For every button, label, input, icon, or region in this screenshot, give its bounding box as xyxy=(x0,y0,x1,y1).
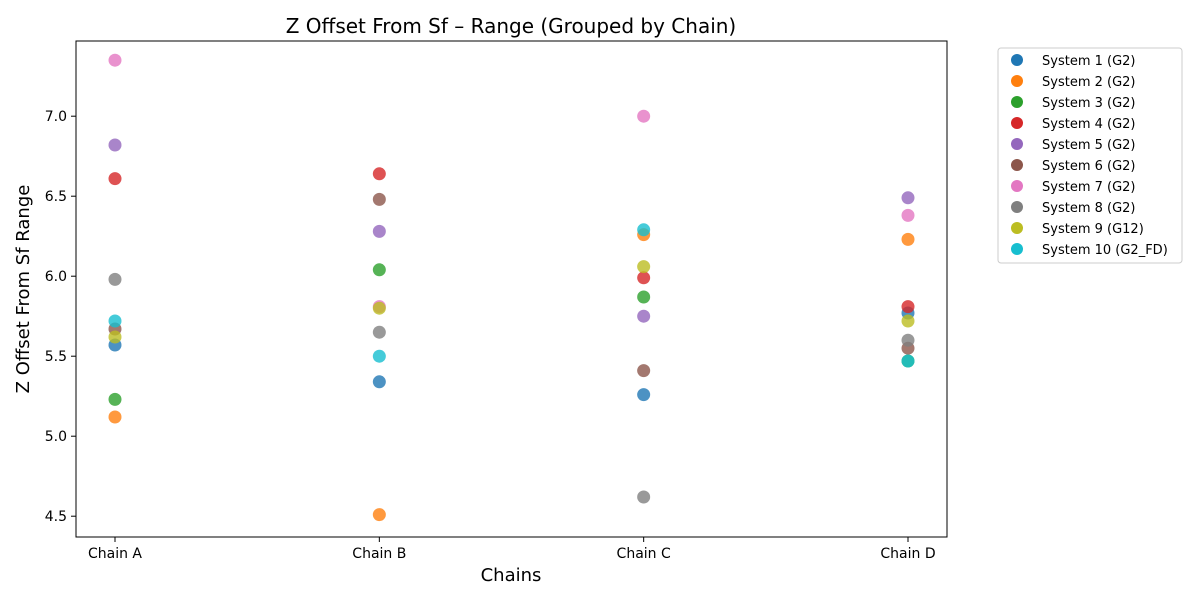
data-point xyxy=(108,172,122,186)
legend-marker xyxy=(1011,96,1023,108)
y-tick-label: 5.0 xyxy=(45,429,67,445)
legend-label: System 10 (G2_FD) xyxy=(1042,243,1168,258)
legend-label: System 9 (G12) xyxy=(1042,222,1144,237)
legend-marker xyxy=(1011,138,1023,150)
data-point xyxy=(901,314,915,328)
data-point xyxy=(901,208,915,222)
data-point xyxy=(108,53,122,67)
legend-marker xyxy=(1011,75,1023,87)
legend-marker xyxy=(1011,180,1023,192)
legend-label: System 5 (G2) xyxy=(1042,138,1136,153)
y-tick-label: 6.0 xyxy=(45,269,67,285)
plot-area xyxy=(108,53,915,522)
legend: System 1 (G2) System 2 (G2) System 3 (G2) S… xyxy=(997,47,1183,264)
data-point xyxy=(372,508,386,522)
data-point xyxy=(637,223,651,237)
data-point xyxy=(637,271,651,285)
legend-marker xyxy=(1011,201,1023,213)
data-point xyxy=(637,388,651,402)
data-point xyxy=(637,490,651,504)
data-point xyxy=(108,314,122,328)
x-tick-label: Chain C xyxy=(617,546,671,562)
data-point xyxy=(901,232,915,246)
y-tick-label: 6.5 xyxy=(45,189,67,205)
data-point xyxy=(372,375,386,389)
legend-marker xyxy=(1011,222,1023,234)
legend-label: System 7 (G2) xyxy=(1042,180,1136,195)
legend-label: System 3 (G2) xyxy=(1042,96,1136,111)
data-point xyxy=(637,364,651,378)
data-point xyxy=(372,349,386,363)
legend-label: System 4 (G2) xyxy=(1042,117,1136,132)
legend-marker xyxy=(1011,159,1023,171)
x-tick-label: Chain B xyxy=(352,546,406,562)
data-point xyxy=(108,330,122,344)
data-point xyxy=(108,410,122,424)
data-point xyxy=(637,309,651,323)
y-tick-label: 5.5 xyxy=(45,349,67,365)
data-point xyxy=(637,260,651,274)
x-tick-label: Chain A xyxy=(88,546,142,562)
data-point xyxy=(372,167,386,181)
y-tick-label: 7.0 xyxy=(45,109,67,125)
data-point xyxy=(372,301,386,315)
data-point xyxy=(108,138,122,152)
data-point xyxy=(372,224,386,238)
data-point xyxy=(637,109,651,123)
x-axis-label: Chains xyxy=(481,565,542,586)
legend-label: System 8 (G2) xyxy=(1042,201,1136,216)
legend-label: System 1 (G2) xyxy=(1042,54,1136,69)
data-point xyxy=(372,325,386,339)
data-point xyxy=(372,192,386,206)
data-point xyxy=(901,191,915,205)
data-point xyxy=(901,333,915,347)
legend-marker xyxy=(1011,117,1023,129)
legend-label: System 2 (G2) xyxy=(1042,75,1136,90)
x-tick-label: Chain D xyxy=(880,546,935,562)
y-axis: 4.5 5.0 5.5 6.0 6.5 7.0 xyxy=(45,109,76,525)
data-point xyxy=(372,263,386,277)
chart-title: Z Offset From Sf – Range (Grouped by Cha… xyxy=(286,14,736,38)
y-tick-label: 4.5 xyxy=(45,509,67,525)
data-point xyxy=(108,272,122,286)
y-axis-label: Z Offset From Sf Range xyxy=(13,185,34,394)
x-axis: Chain A Chain B Chain C Chain D xyxy=(88,537,936,562)
data-point xyxy=(901,300,915,314)
legend-label: System 6 (G2) xyxy=(1042,159,1136,174)
data-point xyxy=(637,290,651,304)
plot-frame xyxy=(75,40,948,538)
data-point xyxy=(901,354,915,368)
legend-frame xyxy=(997,47,1183,264)
legend-marker xyxy=(1011,243,1023,255)
legend-marker xyxy=(1011,54,1023,66)
data-point xyxy=(108,392,122,406)
